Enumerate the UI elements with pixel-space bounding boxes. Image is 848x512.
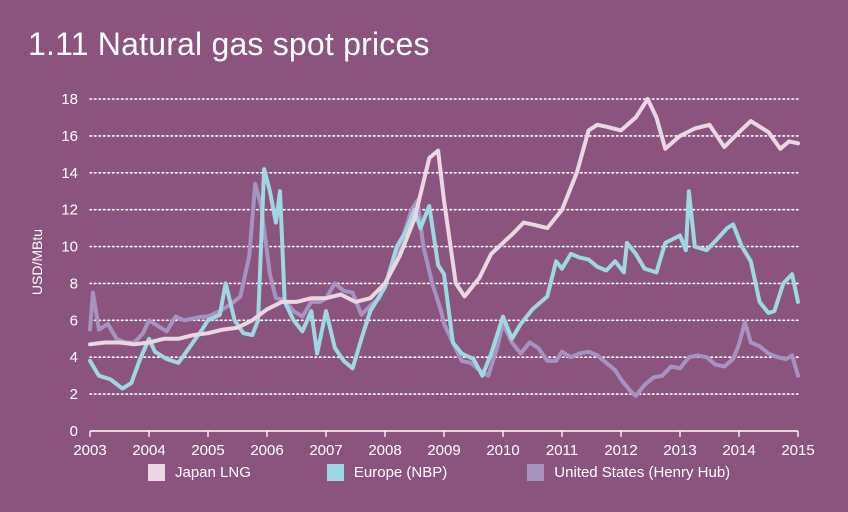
legend-item-europe: Europe (NBP) <box>326 464 448 481</box>
series-lines <box>88 97 800 398</box>
y-tick-label: 4 <box>70 349 78 366</box>
series-line-us-henry-hub <box>88 181 800 398</box>
y-tick-label: 18 <box>61 91 78 108</box>
y-tick-label: 0 <box>70 423 78 440</box>
legend-item-us: United States (Henry Hub) <box>527 464 730 481</box>
legend: Japan LNG Europe (NBP) United States (He… <box>148 464 730 481</box>
x-tick-label: 2005 <box>191 442 224 459</box>
y-tick-label: 14 <box>61 165 78 182</box>
x-tick-label: 2012 <box>604 442 637 459</box>
y-tick-label: 8 <box>70 275 78 292</box>
x-tick-label: 2009 <box>427 442 460 459</box>
gridlines <box>89 98 799 395</box>
x-tick-label: 2013 <box>663 442 696 459</box>
x-tick-label: 2010 <box>486 442 519 459</box>
x-tick-label: 2015 <box>781 442 814 459</box>
y-tick-label: 16 <box>61 128 78 145</box>
legend-swatch-europe <box>326 464 344 481</box>
legend-label-us: United States (Henry Hub) <box>554 464 731 481</box>
chart-title: 1.11 Natural gas spot prices <box>28 26 430 62</box>
series-line-japan-lng <box>88 97 800 347</box>
legend-label-japan: Japan LNG <box>175 464 251 481</box>
y-tick-label: 12 <box>61 202 78 219</box>
x-tick-label: 2003 <box>73 442 106 459</box>
y-tick-label: 6 <box>70 312 78 329</box>
legend-item-japan: Japan LNG <box>148 464 251 481</box>
y-tick-label: 2 <box>70 386 78 403</box>
x-tick-label: 2008 <box>368 442 401 459</box>
y-tick-label: 10 <box>61 239 78 256</box>
legend-swatch-japan <box>148 464 165 481</box>
legend-swatch-us <box>527 464 545 481</box>
y-axis-label: USD/MBtu <box>29 229 45 295</box>
x-tick-label: 2007 <box>309 442 342 459</box>
x-tick-label: 2014 <box>722 442 755 459</box>
x-tick-label: 2004 <box>132 442 165 459</box>
x-tick-label: 2011 <box>546 442 578 459</box>
y-axis-ticks: 0 2 4 6 8 10 12 14 16 18 <box>61 91 78 440</box>
x-tick-label: 2006 <box>250 442 283 459</box>
x-axis-ticks: 2003 2004 2005 2006 2007 2008 2009 2010 2011 2012… <box>73 431 815 459</box>
series-line-europe-nbp <box>88 167 800 391</box>
legend-label-europe: Europe (NBP) <box>353 464 448 481</box>
